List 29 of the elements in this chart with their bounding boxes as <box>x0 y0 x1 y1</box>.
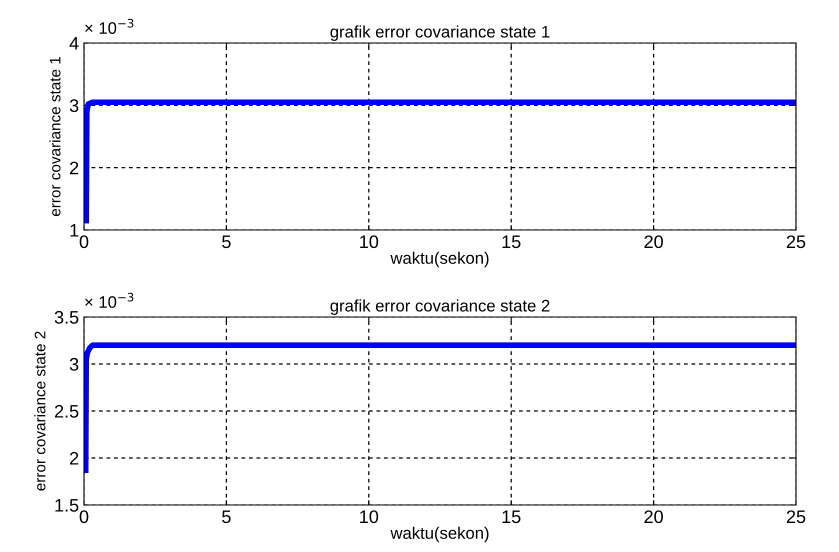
x-tick-label: 25 <box>786 510 806 524</box>
y-tick-label: 2.5 <box>54 404 78 418</box>
x-tick-label: 5 <box>222 510 231 524</box>
x-tick-label: 10 <box>360 235 378 248</box>
x-tick-label: 20 <box>644 235 663 248</box>
y-tick-label: 1 <box>70 224 78 237</box>
x-tick-label: 5 <box>222 236 231 248</box>
chart-title: grafik error covariance state 2 <box>330 299 550 315</box>
y-tick-label: 3 <box>70 358 78 371</box>
x-tick-label: 15 <box>502 236 520 248</box>
x-axis-title: waktu(sekon) <box>390 526 489 542</box>
y-tick-label: 4 <box>70 37 79 50</box>
x-tick-label: 10 <box>360 510 378 524</box>
y-tick-label: 3.5 <box>54 310 78 324</box>
y-tick-label: 2 <box>70 162 78 174</box>
text: × 10$^{−3}$ <box>85 292 134 308</box>
y-axis-title: error covariance state 1 <box>49 56 61 216</box>
x-tick-label: 25 <box>786 235 806 248</box>
x-tick-label: 20 <box>644 510 663 524</box>
x-tick-label: 0 <box>80 510 88 524</box>
chart-title: grafik error covariance state 1 <box>330 25 550 41</box>
y-tick-label: 1.5 <box>55 499 78 512</box>
x-tick-label: 0 <box>80 235 88 248</box>
x-tick-label: 15 <box>502 510 520 524</box>
y-axis-title: error covariance state 2 <box>34 332 46 491</box>
x-axis-title: waktu(sekon) <box>390 252 489 268</box>
y-tick-label: 3 <box>70 99 78 112</box>
y-tick-label: 2 <box>70 452 78 465</box>
text: × 10$^{−3}$ <box>85 18 134 34</box>
